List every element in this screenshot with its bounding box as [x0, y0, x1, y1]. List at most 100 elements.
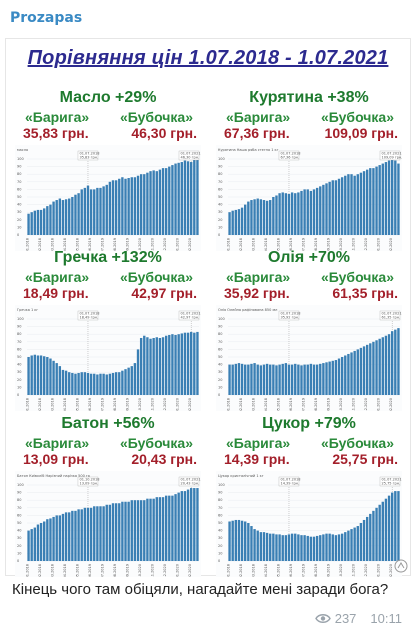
- price-panel: Курятина +38% «Барига» «Бубочка» 67,36 грн.…: [216, 89, 402, 251]
- shop-name-right: «Бубочка»: [320, 435, 394, 451]
- x-tick-label: 01.02.2018: [239, 238, 243, 251]
- x-tick-label: 01.11.2020: [151, 238, 155, 251]
- price-bar: [149, 338, 152, 395]
- price-bar: [275, 195, 278, 235]
- price-bar: [284, 193, 288, 235]
- post-image[interactable]: Порівняння цін 1.07.2018 - 1.07.2021 Мас…: [5, 38, 411, 577]
- svg-text:01.07.2021: 01.07.2021: [181, 152, 201, 156]
- product-title: Курятина +38%: [249, 89, 369, 106]
- x-tick-label: 01.06.2019: [88, 238, 92, 251]
- price-bar: [240, 207, 244, 235]
- price-bar: [77, 193, 80, 235]
- y-tick-label: 30: [218, 210, 222, 214]
- price-bar: [262, 364, 266, 395]
- price-bar: [356, 526, 359, 561]
- x-tick-label: 01.02.2020: [188, 398, 192, 411]
- shop-name-left: «Барига»: [25, 109, 90, 125]
- price-bar: [309, 190, 313, 235]
- svg-text:67,36 грн.: 67,36 грн.: [280, 156, 299, 160]
- price-bar: [381, 163, 384, 235]
- svg-text:01.07.2018: 01.07.2018: [280, 312, 300, 316]
- price-bar: [278, 364, 281, 395]
- price-bar: [108, 373, 112, 395]
- y-tick-label: 0: [17, 393, 19, 397]
- y-tick-label: 80: [17, 172, 21, 176]
- price-right: 42,97 грн.: [131, 285, 197, 301]
- price-bar: [196, 331, 199, 395]
- price-bar: [64, 512, 68, 561]
- y-tick-label: 0: [17, 559, 19, 563]
- price-bar: [390, 331, 394, 395]
- price-bar: [244, 521, 247, 561]
- price-bar: [265, 363, 269, 395]
- price-bar: [136, 349, 140, 395]
- price-bar: [89, 373, 93, 395]
- x-tick-label: 01.04.2018: [63, 238, 67, 251]
- price-bar: [240, 363, 244, 395]
- price-bar: [52, 201, 55, 235]
- price-bar: [369, 168, 372, 235]
- y-tick-label: 70: [218, 340, 222, 344]
- x-tick-label: 01.12.2020: [364, 398, 368, 411]
- x-tick-label: 01.05.2018: [76, 398, 80, 411]
- y-tick-label: 20: [17, 378, 21, 382]
- x-tick-label: 01.02.2020: [389, 564, 393, 577]
- price-bar: [93, 373, 96, 395]
- price-bar: [247, 201, 250, 235]
- price-bar: [174, 334, 177, 395]
- shop-name-right: «Бубочка»: [119, 109, 193, 125]
- price-bar: [372, 341, 375, 395]
- x-tick-label: 01.07.2019: [101, 238, 105, 251]
- y-tick-label: 100: [218, 317, 225, 321]
- price-bar: [340, 357, 344, 395]
- price-bar: [359, 523, 363, 561]
- price-bar: [193, 332, 196, 395]
- price-bar: [325, 533, 328, 561]
- y-tick-label: 50: [17, 355, 21, 359]
- chart-title: масло: [17, 148, 28, 152]
- price-bar: [183, 332, 187, 395]
- price-bar: [121, 501, 124, 561]
- y-tick-label: 50: [218, 195, 222, 199]
- channel-name[interactable]: Prozapas: [10, 10, 83, 26]
- price-bar: [93, 506, 96, 561]
- price-bar: [64, 199, 68, 235]
- price-bar: [30, 355, 33, 395]
- product-title: Цукор +79%: [262, 415, 356, 432]
- price-left: 35,83 грн.: [23, 125, 89, 141]
- y-tick-label: 40: [218, 203, 222, 207]
- price-bar: [118, 372, 121, 395]
- price-bar: [269, 364, 272, 395]
- y-tick-label: 60: [17, 513, 21, 517]
- price-bar: [365, 344, 369, 395]
- svg-text:46,30 грн.: 46,30 грн.: [181, 156, 200, 160]
- price-left: 13,09 грн.: [23, 451, 89, 467]
- y-tick-label: 40: [218, 363, 222, 367]
- price-bar: [108, 181, 112, 235]
- price-bar: [250, 200, 253, 235]
- price-bar: [30, 212, 33, 235]
- views-count: 237: [334, 611, 357, 626]
- price-bar: [183, 160, 187, 235]
- svg-text:42,97 грн.: 42,97 грн.: [181, 316, 200, 320]
- price-right: 20,43 грн.: [131, 451, 197, 467]
- price-bar: [297, 534, 300, 561]
- price-left: 18,49 грн.: [23, 285, 89, 301]
- price-bar: [152, 498, 155, 561]
- x-tick-label: 01.09.2019: [126, 564, 130, 577]
- post-meta: 237 10:11: [314, 611, 402, 626]
- price-bar: [96, 506, 99, 561]
- x-tick-label: 01.05.2018: [76, 238, 80, 251]
- price-bar: [250, 526, 253, 561]
- price-bar: [161, 337, 165, 395]
- price-bar: [183, 491, 187, 561]
- x-tick-label: 01.02.2018: [239, 564, 243, 577]
- x-tick-label: 01.11.2020: [352, 564, 356, 577]
- price-bar: [369, 513, 372, 561]
- chart-title: Цукор кристалічний 1 кг: [218, 474, 264, 478]
- price-bar: [265, 532, 269, 561]
- price-bar: [121, 370, 124, 395]
